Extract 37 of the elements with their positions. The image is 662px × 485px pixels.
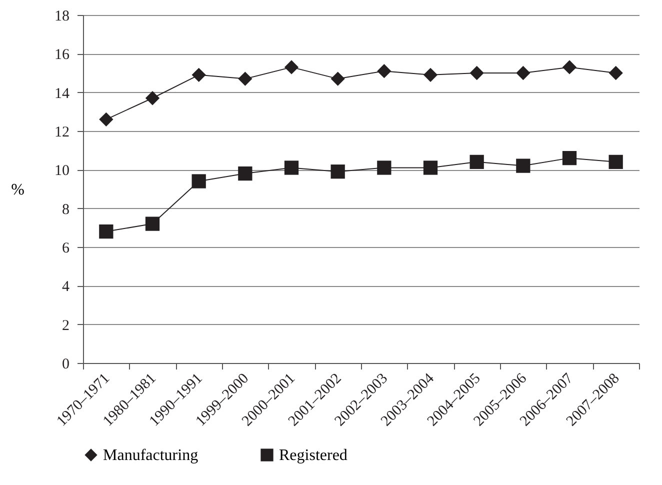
- point: [516, 66, 530, 80]
- point: [377, 160, 392, 175]
- point: [145, 91, 160, 106]
- point: [192, 174, 206, 188]
- y-tick-label: 10: [54, 163, 70, 180]
- point: [330, 72, 345, 86]
- point: [99, 112, 114, 126]
- point: [423, 160, 438, 175]
- point: [470, 66, 484, 80]
- y-tick-label: 14: [54, 86, 70, 102]
- y-tick-label: 12: [54, 124, 70, 140]
- y-tick-label: 6: [62, 240, 70, 256]
- y-tick-label: 18: [54, 8, 70, 24]
- point: [99, 224, 114, 239]
- y-tick-label: 4: [62, 279, 70, 296]
- y-axis-title: %: [11, 182, 24, 198]
- y-tick-label: 0: [62, 356, 70, 372]
- point: [238, 72, 252, 86]
- point: [470, 154, 484, 170]
- y-tick-label: 16: [54, 47, 70, 64]
- point: [145, 216, 160, 231]
- legend-label: Registered: [279, 447, 348, 464]
- point: [377, 64, 392, 78]
- point: [238, 166, 252, 181]
- point: [284, 60, 299, 74]
- legend-label: Manufacturing: [103, 447, 198, 464]
- point: [330, 164, 345, 179]
- point: [608, 66, 623, 80]
- y-tick-label: 2: [62, 318, 70, 334]
- point: [423, 68, 438, 82]
- point: [192, 68, 206, 82]
- y-tick-label: 8: [62, 202, 70, 218]
- point: [562, 150, 577, 166]
- point: [608, 154, 623, 170]
- point: [562, 60, 577, 74]
- point: [284, 160, 299, 175]
- point: [516, 158, 530, 173]
